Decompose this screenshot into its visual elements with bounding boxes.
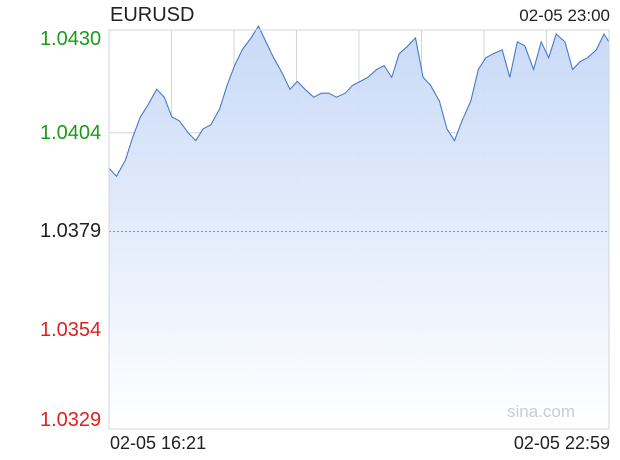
x-end-label: 02-05 22:59 xyxy=(513,433,610,453)
current-timestamp: 02-05 23:00 xyxy=(519,6,610,25)
x-start-label: 02-05 16:21 xyxy=(110,433,207,453)
y-tick-label: 1.0354 xyxy=(40,319,102,342)
price-line xyxy=(108,24,610,178)
price-area xyxy=(109,26,609,429)
plot-frame xyxy=(108,29,610,430)
sina-watermark: sina.com xyxy=(507,402,576,421)
y-tick-label: 1.0430 xyxy=(40,28,102,50)
y-tick-label: 1.0404 xyxy=(40,121,102,144)
symbol-title: EURUSD xyxy=(110,4,195,26)
y-tick-label: 1.0329 xyxy=(40,409,102,431)
y-tick-label: 1.0379 xyxy=(40,220,102,243)
